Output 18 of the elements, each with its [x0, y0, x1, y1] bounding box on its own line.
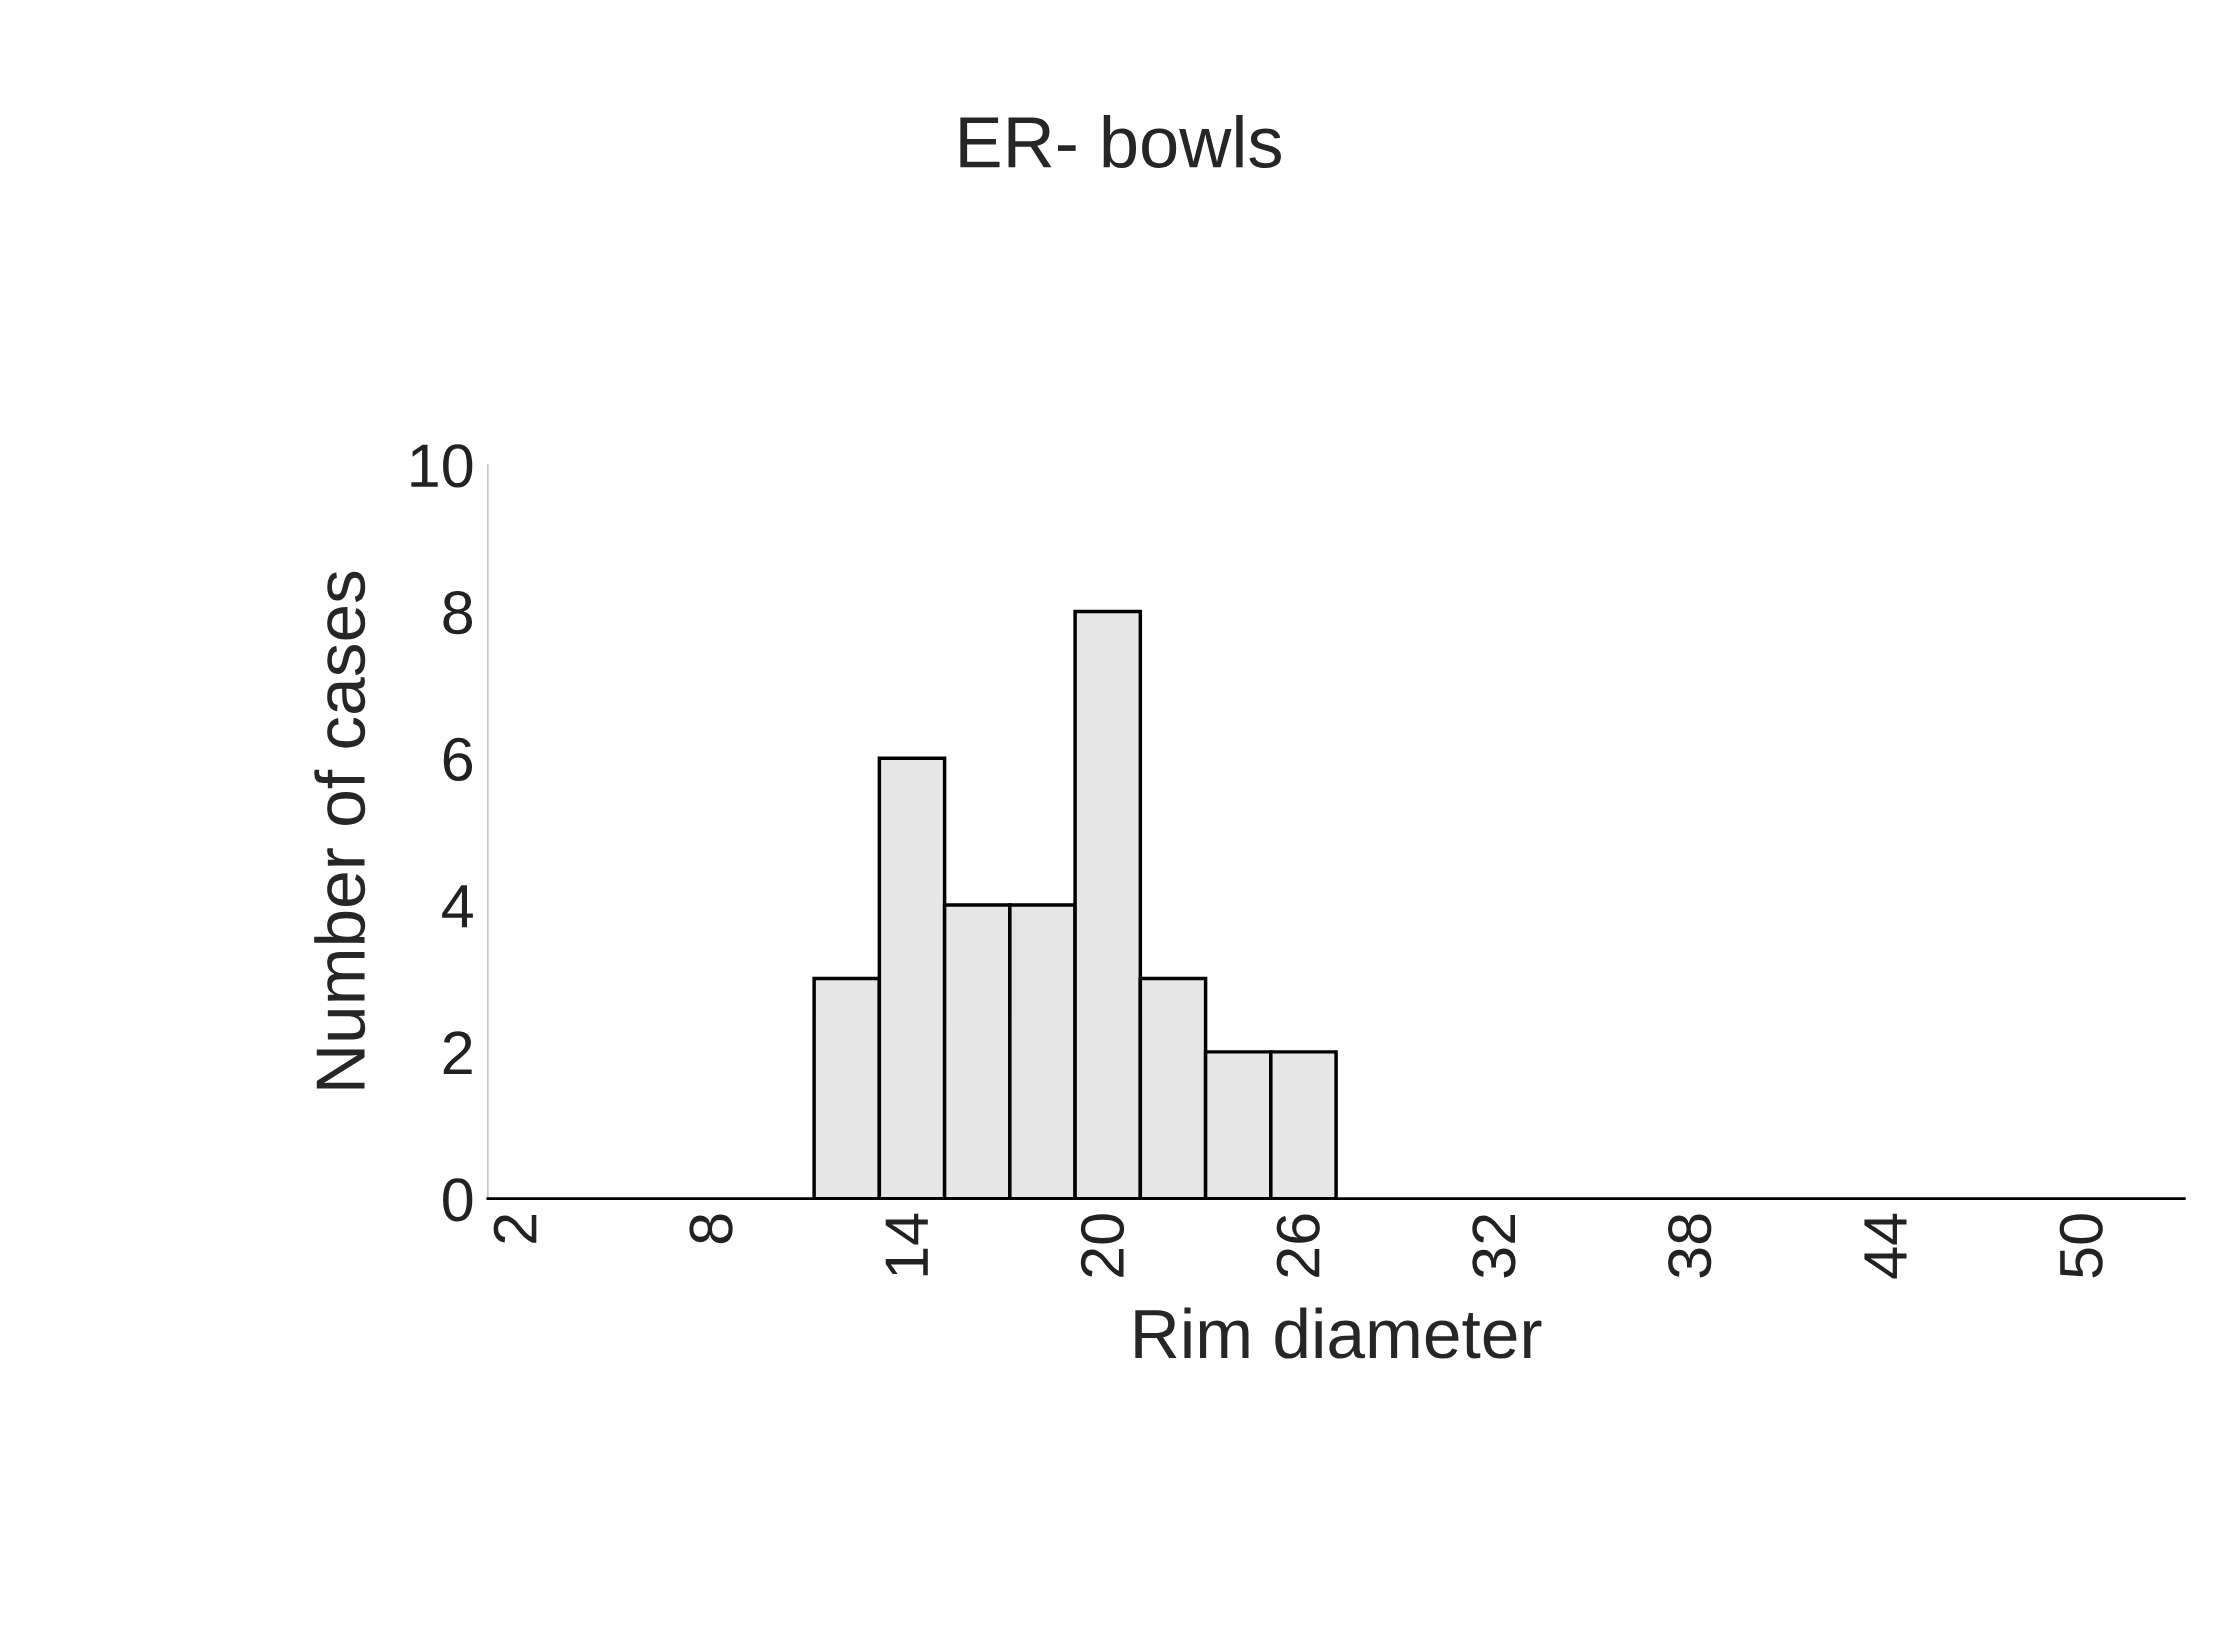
y-tick-label: 8 [443, 590, 473, 635]
x-tick-label: 8 [689, 1214, 733, 1244]
x-tick-label: 38 [1668, 1214, 1712, 1278]
x-axis-title: Rim diameter [1135, 1307, 1542, 1359]
y-tick-label: 0 [443, 1178, 473, 1222]
y-tick-label: 2 [443, 1031, 472, 1075]
chart-title: ER- bowls [960, 114, 1281, 168]
y-tick-label: 4 [442, 885, 473, 928]
x-tick-label: 14 [885, 1213, 928, 1276]
x-tick-label: 26 [1276, 1214, 1320, 1277]
x-tick-label: 2 [493, 1214, 537, 1243]
y-tick-label: 10 [411, 444, 473, 488]
y-axis-title: Number of cases [314, 571, 366, 1089]
x-tick-label: 32 [1472, 1214, 1516, 1278]
x-tick-label: 44 [1864, 1213, 1907, 1279]
x-tick-label: 50 [2059, 1214, 2103, 1278]
x-tick-label: 20 [1080, 1214, 1125, 1277]
y-tick-label: 6 [443, 737, 473, 782]
